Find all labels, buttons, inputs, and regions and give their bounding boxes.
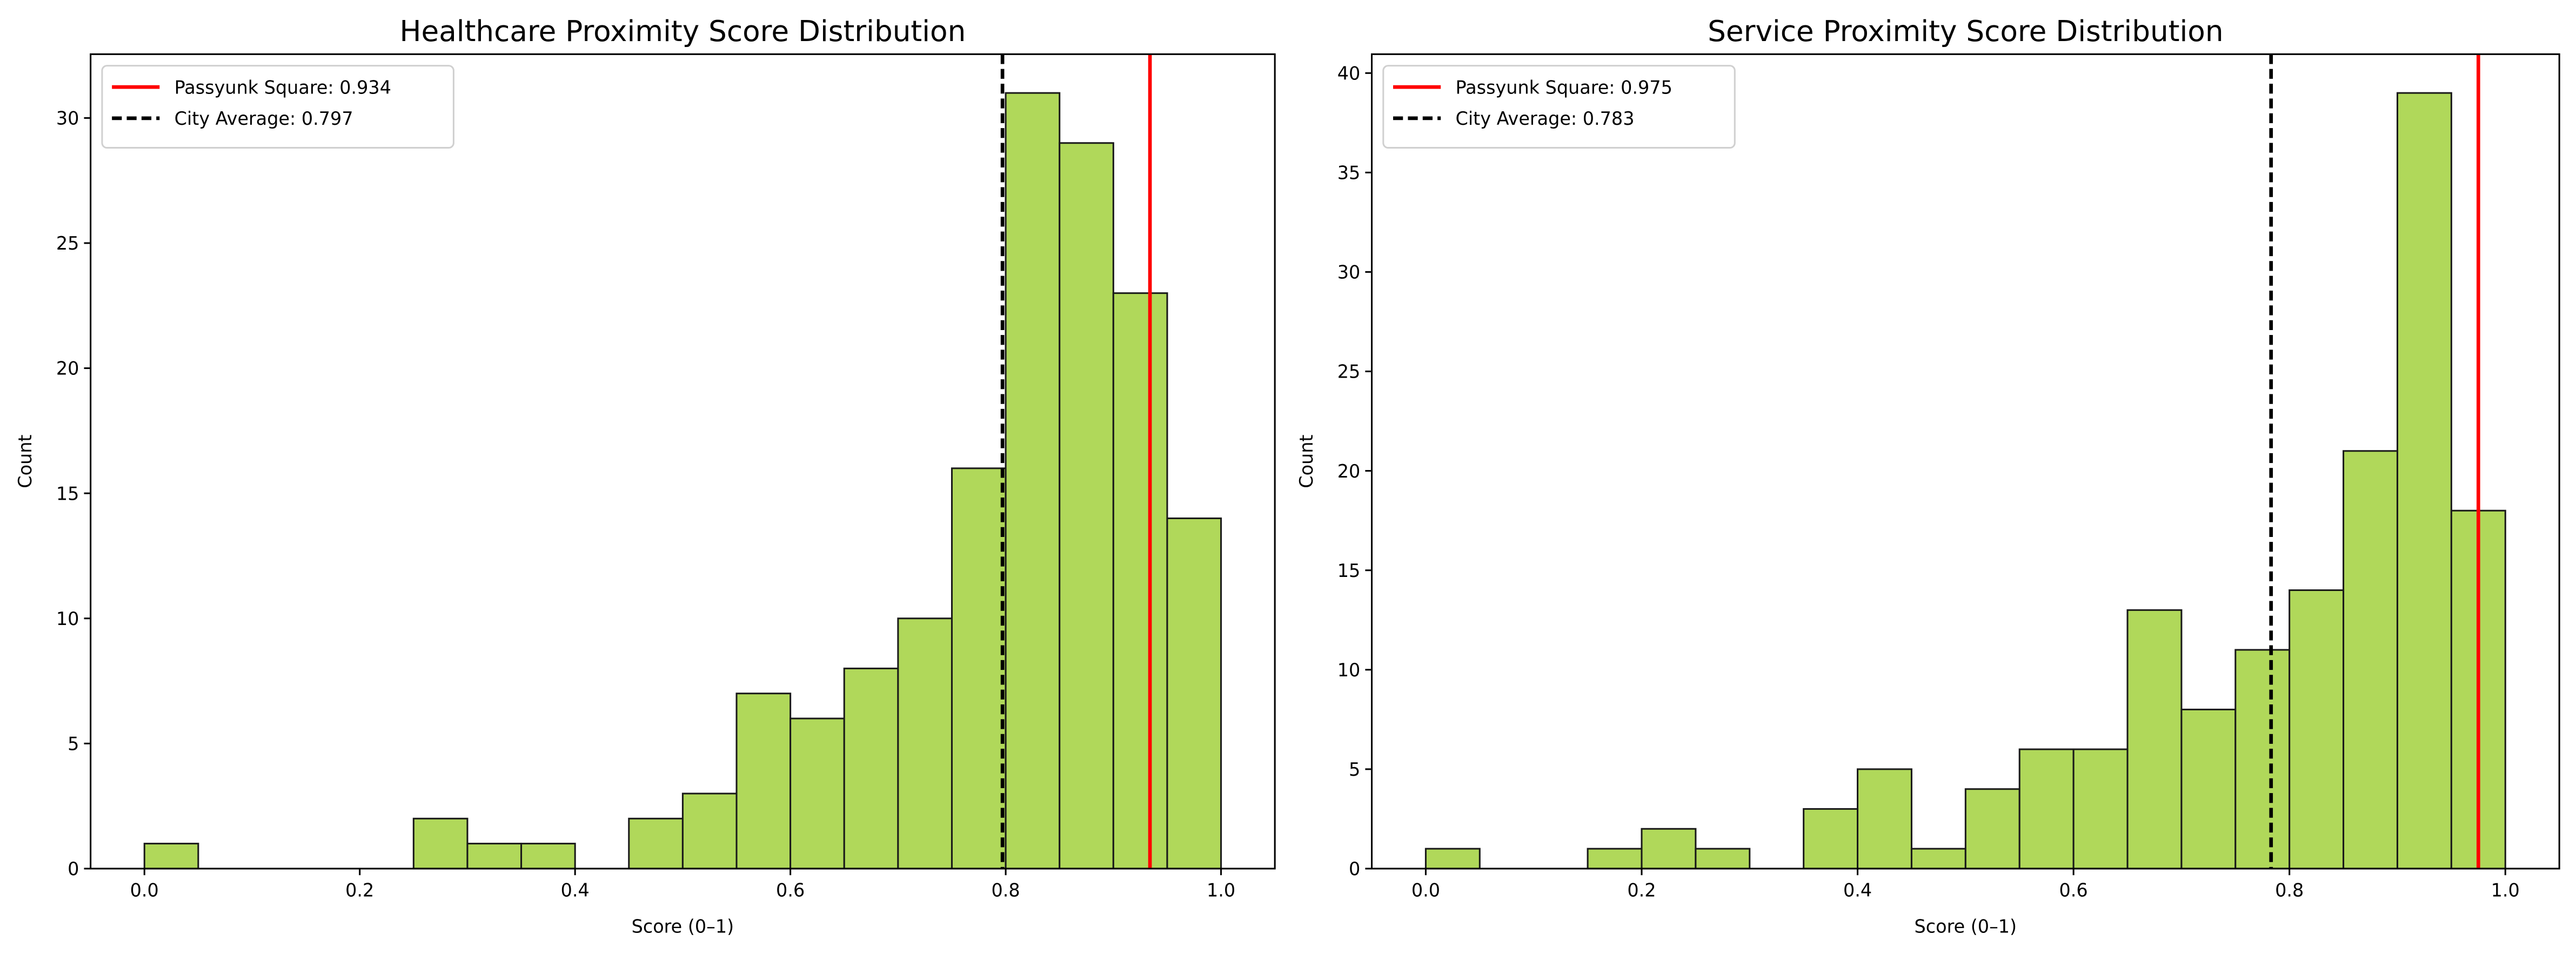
histogram-bar [789, 717, 845, 870]
histogram-bar [681, 792, 738, 870]
y-tick-label: 30 [1337, 262, 1361, 283]
y-tick-label: 5 [68, 734, 79, 755]
x-tick-label: 0.0 [1411, 880, 1440, 901]
x-tick-label: 0.4 [561, 880, 590, 901]
histogram-bar [1112, 292, 1168, 870]
x-axis-label: Score (0–1) [1915, 916, 2017, 937]
histogram-bar [2072, 748, 2129, 870]
histogram-bar [1964, 788, 2020, 870]
y-tick-label: 10 [56, 608, 79, 629]
histogram-bar [412, 817, 469, 870]
x-tick-label: 0.0 [130, 880, 159, 901]
chart-title: Healthcare Proximity Score Distribution [400, 15, 966, 48]
legend-label: City Average: 0.797 [175, 108, 353, 129]
y-tick-label: 20 [56, 358, 79, 379]
y-tick-label: 5 [1349, 759, 1360, 780]
histogram-bar [843, 667, 899, 870]
x-tick-label: 0.2 [1627, 880, 1656, 901]
legend: Passyunk Square: 0.975 City Average: 0.78… [1382, 65, 1736, 149]
y-axis-label: Count [15, 434, 36, 488]
histogram-bar [2180, 708, 2237, 870]
chart-1: 0.0 0.2 0.4 0.6 0.8 1.0 0 5 10 15 20 25 30 35 40 Servic… [1296, 15, 2560, 937]
axes-frame [90, 53, 1276, 870]
legend-label: City Average: 0.783 [1456, 108, 1635, 129]
x-tick-label: 0.4 [1843, 880, 1872, 901]
axes-frame [1370, 53, 2560, 870]
histogram-bar [520, 843, 576, 870]
legend-label: Passyunk Square: 0.975 [1456, 77, 1672, 98]
y-tick-label: 15 [56, 483, 79, 504]
histogram-bar [1059, 142, 1114, 870]
y-tick-label: 0 [68, 858, 79, 879]
histogram-bar [1695, 848, 1751, 870]
histogram-bar [466, 843, 523, 870]
x-tick-label: 0.6 [2059, 880, 2088, 901]
legend-label: Passyunk Square: 0.934 [175, 77, 391, 98]
histogram-bar [2234, 649, 2291, 870]
legend-box [101, 65, 454, 149]
legend: Passyunk Square: 0.934 City Average: 0.79… [101, 65, 454, 149]
histogram-bar [1910, 848, 1966, 870]
histogram-bar [143, 843, 199, 870]
x-tick-label: 0.8 [992, 880, 1020, 901]
histogram-bar [951, 467, 1007, 870]
histogram-bar [2396, 92, 2452, 870]
histogram-bar [1005, 92, 1061, 870]
histogram-bar [1857, 768, 1912, 870]
histogram-bar [628, 817, 684, 870]
y-tick-label: 15 [1337, 560, 1361, 581]
y-tick-label: 40 [1337, 63, 1361, 84]
histogram-bar [1803, 808, 1859, 870]
chart-title: Service Proximity Score Distribution [1708, 15, 2223, 48]
histogram-bar [1166, 517, 1222, 870]
x-tick-label: 1.0 [1207, 880, 1235, 901]
histogram-bar [735, 693, 792, 870]
y-tick-label: 10 [1337, 660, 1361, 681]
histogram-bar [2289, 589, 2345, 870]
x-tick-label: 0.2 [345, 880, 374, 901]
histogram-bar [2018, 748, 2075, 870]
y-axis-label: Count [1296, 434, 1317, 488]
x-tick-label: 1.0 [2491, 880, 2520, 901]
y-tick-label: 25 [56, 233, 79, 254]
histogram-bar [2343, 450, 2398, 870]
y-tick-label: 35 [1337, 163, 1361, 184]
legend-box [1382, 65, 1736, 149]
y-tick-label: 25 [1337, 361, 1361, 382]
y-tick-label: 20 [1337, 461, 1361, 482]
x-axis-label: Score (0–1) [632, 916, 734, 937]
histogram-bar [1587, 848, 1643, 870]
x-tick-label: 0.8 [2275, 880, 2304, 901]
histogram-bar [2126, 609, 2183, 870]
histogram-bar [897, 617, 953, 870]
x-tick-label: 0.6 [776, 880, 805, 901]
chart-0: 0.0 0.2 0.4 0.6 0.8 1.0 0 5 10 15 20 25 30 Healthcare… [15, 15, 1276, 937]
histogram-bar [1424, 848, 1481, 870]
y-tick-label: 30 [56, 108, 79, 129]
y-tick-label: 0 [1349, 858, 1360, 879]
histogram-bar [1641, 828, 1697, 870]
